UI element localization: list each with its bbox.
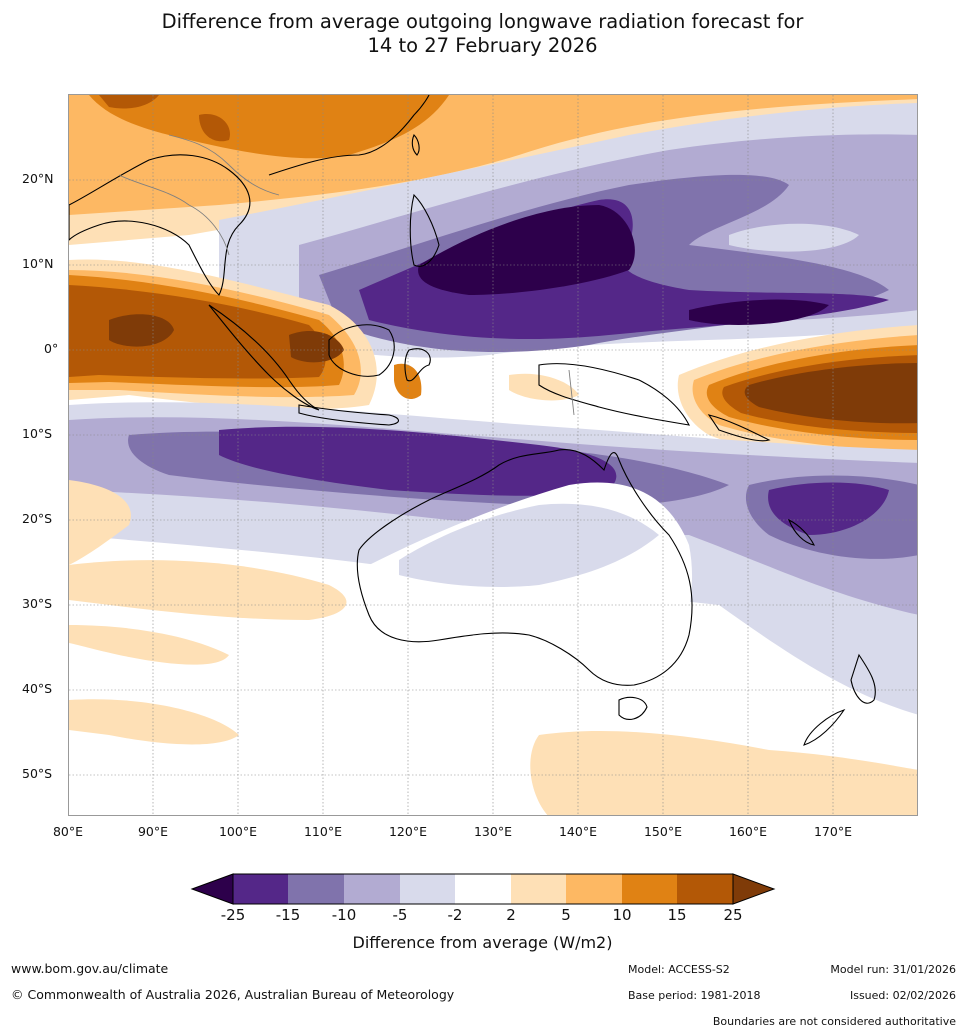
taiwan-coastline — [411, 134, 420, 156]
colorbar-tick--15: -15 — [275, 906, 301, 924]
border-mainland-asia-2 — [168, 134, 280, 196]
colorbar-title: Difference from average (W/m2) — [352, 933, 613, 952]
border-new-guinea — [568, 369, 575, 416]
colorbar-below-min-arrow — [190, 873, 234, 905]
lat-label-20S: 20°S — [22, 511, 53, 526]
model-run-date: Model run: 31/01/2026 — [830, 963, 956, 976]
china-coastline — [268, 95, 430, 176]
lon-label-100E: 100°E — [218, 824, 257, 839]
colorbar-segment-1 — [233, 874, 288, 904]
sumatra-coastline — [208, 304, 320, 411]
lon-label-150E: 150°E — [643, 824, 682, 839]
copyright-text: © Commonwealth of Australia 2026, Austra… — [11, 987, 455, 1002]
anomaly-region-light-orange-southern-ocean — [530, 731, 917, 815]
olr-anomaly-map — [69, 95, 917, 815]
philippines-coastline — [409, 193, 440, 267]
anomaly-region-brown-north-2 — [199, 114, 230, 142]
solomon-islands-coastline — [707, 414, 771, 442]
colorbar-segment-6 — [511, 874, 566, 904]
model-name: Model: ACCESS-S2 — [628, 963, 730, 976]
lat-label-30S: 30°S — [22, 596, 53, 611]
colorbar-tick-2: 2 — [506, 906, 516, 924]
colorbar-above-max-arrow — [732, 873, 776, 905]
colorbar-segment-8 — [622, 874, 677, 904]
title-line-1: Difference from average outgoing longwav… — [161, 10, 804, 33]
anomaly-region-orange-sulawesi — [394, 363, 422, 400]
anomaly-region-dark-purple-south — [219, 426, 617, 496]
anomaly-region-light-orange-southwest-2 — [69, 625, 229, 665]
colorbar-tick-15: 15 — [667, 906, 687, 924]
colorbar-segment-5 — [455, 874, 511, 904]
lat-label-20N: 20°N — [22, 171, 54, 186]
lon-label-130E: 130°E — [473, 824, 512, 839]
issued-date: Issued: 02/02/2026 — [849, 989, 956, 1002]
anomaly-region-pale-patch-east — [729, 223, 859, 252]
colorbar-segment-4 — [400, 874, 455, 904]
colorbar-tick--5: -5 — [392, 906, 408, 924]
title-line-2: 14 to 27 February 2026 — [367, 34, 598, 57]
anomaly-region-dark-orange-north — [89, 95, 449, 159]
sulawesi-coastline — [404, 348, 431, 382]
anomaly-region-brown-north — [99, 95, 159, 109]
lon-label-80E: 80°E — [52, 824, 84, 839]
anomaly-region-deepest-purple-north — [418, 205, 635, 295]
lon-label-110E: 110°E — [303, 824, 342, 839]
anomaly-region-pale-purple-australia-north — [399, 503, 659, 587]
lat-label-50S: 50°S — [22, 766, 53, 781]
lon-label-140E: 140°E — [558, 824, 597, 839]
lat-label-40S: 40°S — [22, 681, 53, 696]
chart-title: Difference from average outgoing longwav… — [0, 10, 965, 58]
tasmania-coastline — [618, 696, 648, 720]
anomaly-region-dark-purple-pacific — [768, 482, 889, 535]
anomaly-region-darkest-brown-east — [744, 363, 917, 424]
lat-label-0: 0° — [44, 341, 59, 356]
lon-label-90E: 90°E — [137, 824, 169, 839]
new-guinea-coastline — [538, 363, 690, 426]
colorbar-tick--2: -2 — [447, 906, 463, 924]
australia-coastline — [356, 449, 693, 686]
anomaly-region-brown-west-eq — [69, 285, 326, 379]
lon-label-160E: 160°E — [728, 824, 767, 839]
colorbar — [190, 873, 776, 905]
vanuatu-coastline — [787, 518, 815, 546]
lat-label-10N: 10°N — [22, 256, 54, 271]
anomaly-region-deepest-purple-east — [689, 299, 829, 325]
base-period: Base period: 1981-2018 — [628, 989, 761, 1002]
coastlines — [69, 95, 876, 746]
new-zealand-south-island — [803, 708, 846, 746]
colorbar-tick--25: -25 — [220, 906, 246, 924]
graticule — [69, 95, 917, 815]
new-zealand-north-island — [850, 653, 876, 704]
website-link[interactable]: www.bom.gov.au/climate — [11, 961, 169, 976]
borneo-coastline — [328, 324, 395, 377]
colorbar-segment-9 — [677, 874, 733, 904]
colorbar-tick--10: -10 — [331, 906, 357, 924]
boundaries-disclaimer: Boundaries are not considered authoritat… — [712, 1015, 956, 1028]
anomaly-region-darkest-brown-west — [109, 314, 174, 347]
colorbar-segment-2 — [288, 874, 344, 904]
country-borders — [118, 134, 575, 416]
anomaly-region-light-orange-southwest — [69, 480, 131, 565]
colorbar-tick-5: 5 — [561, 906, 571, 924]
lon-label-120E: 120°E — [388, 824, 427, 839]
anomaly-region-light-orange-banda — [509, 373, 579, 401]
colorbar-tick-25: 25 — [723, 906, 743, 924]
southeast-asia-coastline — [69, 154, 251, 296]
colorbar-segment-3 — [344, 874, 400, 904]
anomaly-region-light-orange-indian-ocean — [69, 560, 347, 620]
lon-label-170E: 170°E — [813, 824, 852, 839]
border-mainland-asia-1 — [118, 174, 230, 256]
java-coastline — [298, 404, 399, 426]
colorbar-outline — [232, 873, 734, 905]
map-panel — [68, 94, 918, 816]
colorbar-tick-10: 10 — [612, 906, 632, 924]
lat-label-10S: 10°S — [22, 426, 53, 441]
anomaly-region-light-orange-far-south — [69, 699, 239, 745]
colorbar-segment-7 — [566, 874, 622, 904]
